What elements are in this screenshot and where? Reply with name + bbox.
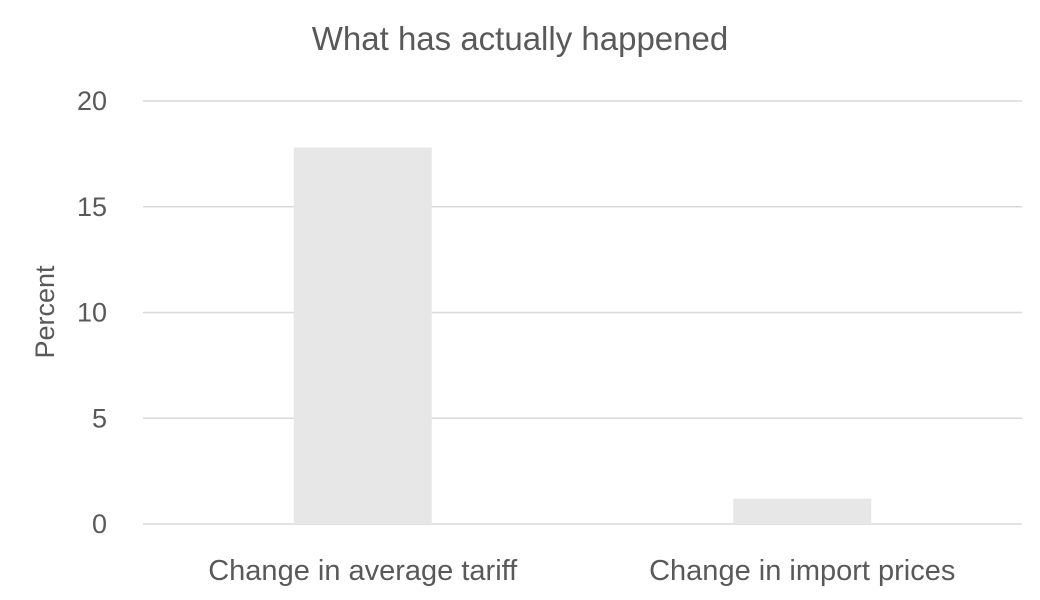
y-axis-label: Percent [30,265,60,359]
bar [733,498,872,524]
y-tick-label: 20 [77,86,107,116]
y-tick-label: 0 [92,509,107,539]
y-tick-label: 5 [92,403,107,433]
bar [293,147,432,524]
y-tick-label: 10 [77,298,107,328]
chart-title: What has actually happened [312,20,728,57]
x-category-label: Change in import prices [649,555,955,587]
y-tick-label: 15 [77,192,107,222]
x-category-label: Change in average tariff [208,555,518,587]
